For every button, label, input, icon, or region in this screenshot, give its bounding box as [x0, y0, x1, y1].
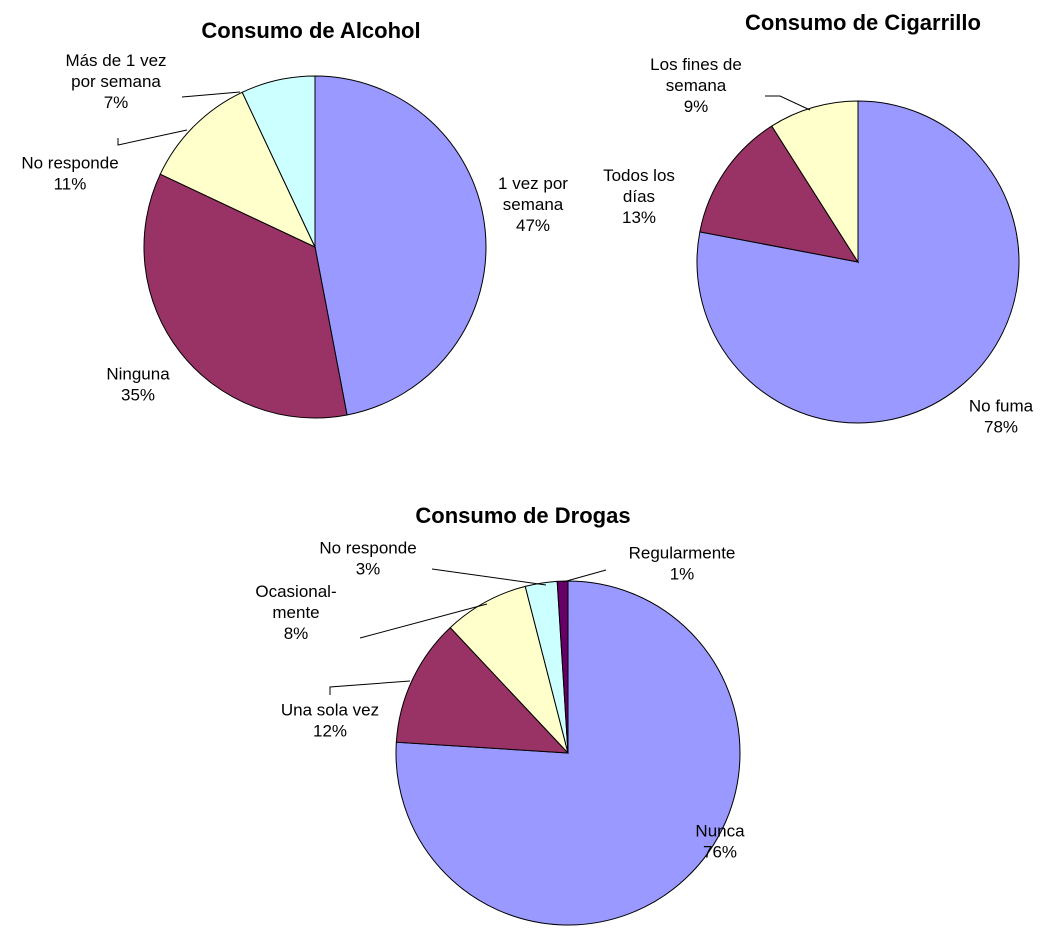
slice-value-label: 47%: [516, 216, 550, 235]
slice-value-label: 12%: [313, 722, 347, 741]
slice-name-label: mente: [272, 603, 319, 622]
leader-line: [117, 129, 188, 146]
slice-label: No responde 3%: [319, 539, 416, 579]
slice-value-label: 35%: [121, 386, 155, 405]
slice-name-label: semana: [503, 195, 564, 214]
slice-label: Ocasional-mente 8%: [255, 582, 336, 643]
slice-name-label: días: [623, 187, 655, 206]
slice-name-label: Regularmente: [629, 544, 736, 563]
chart-title: Consumo de Alcohol: [201, 18, 420, 43]
slice-name-label: Ocasional-: [255, 582, 336, 601]
slice-value-label: 3%: [356, 560, 381, 579]
leader-line: [562, 569, 607, 583]
slice-value-label: 76%: [703, 843, 737, 862]
leader-line: [181, 91, 241, 98]
slice-name-label: Los fines de: [650, 55, 742, 74]
leader-line: [359, 603, 488, 639]
pie-slice: [771, 100, 859, 264]
slice-name-label: 1 vez por: [498, 174, 568, 193]
slice-label: 1 vez por semana 47%: [498, 174, 568, 235]
slice-value-label: 1%: [670, 565, 695, 584]
slice-value-label: 7%: [104, 93, 129, 112]
slice-name-label: Una sola vez: [281, 701, 379, 720]
slice-value-label: 13%: [622, 208, 656, 227]
pie-slice: [241, 75, 316, 248]
pie-chart-cigarrillo: Consumo de Cigarrillo No fuma 78% Todos lo…: [603, 10, 1034, 437]
pie-chart-alcohol: Consumo de Alcohol 1 vez por semana 47% Nin…: [21, 18, 568, 419]
slice-name-label: Más de 1 vez: [65, 51, 166, 70]
leader-line: [431, 568, 547, 586]
slice-label: No responde 11%: [21, 154, 118, 194]
slice-name-label: No responde: [319, 539, 416, 558]
slice-name-label: No fuma: [969, 397, 1034, 416]
pie-chart-drogas: Consumo de Drogas Nunca 76% Una sola vez 12…: [255, 503, 745, 926]
slice-label: No fuma 78%: [969, 397, 1034, 437]
chart-title: Consumo de Cigarrillo: [745, 10, 981, 35]
slice-label: Más de 1 vez por semana 7%: [65, 51, 166, 112]
slice-label: Regularmente 1%: [629, 544, 736, 584]
slice-label: Los fines de semana 9%: [650, 55, 742, 116]
pie-slice: [395, 626, 570, 754]
slice-label: Ninguna 35%: [106, 365, 170, 405]
slice-value-label: 11%: [54, 175, 87, 194]
chart-title: Consumo de Drogas: [415, 503, 630, 528]
slice-name-label: semana: [666, 76, 727, 95]
slice-label: Una sola vez 12%: [281, 701, 379, 741]
slice-name-label: por semana: [71, 72, 161, 91]
slice-name-label: Ninguna: [106, 365, 170, 384]
slice-label: Nunca 76%: [695, 822, 745, 862]
pie-slice: [699, 125, 860, 263]
leader-line: [765, 95, 811, 111]
pie-slice: [159, 91, 317, 249]
pie-slice: [314, 75, 487, 416]
slice-name-label: No responde: [21, 154, 118, 173]
slice-value-label: 78%: [984, 418, 1018, 437]
slice-value-label: 9%: [684, 97, 709, 116]
slice-name-label: Todos los: [603, 166, 675, 185]
slice-name-label: Nunca: [695, 822, 745, 841]
pie-slice: [143, 173, 348, 419]
leader-line: [329, 680, 411, 695]
slice-label: Todos los días 13%: [603, 166, 675, 227]
slice-value-label: 8%: [284, 624, 309, 643]
